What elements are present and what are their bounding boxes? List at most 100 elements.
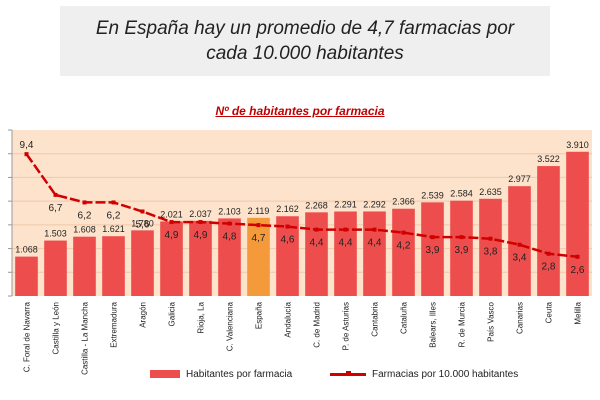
line-point (488, 236, 493, 241)
line-value-label: 4,9 (194, 230, 208, 241)
headline: En España hay un promedio de 4,7 farmaci… (95, 18, 515, 64)
bar-value-label: 1.621 (102, 224, 125, 234)
bar (44, 240, 67, 296)
line-point (53, 192, 58, 197)
line-point (430, 235, 435, 240)
category-label: Cantabria (371, 301, 380, 336)
line-point (111, 200, 116, 205)
bar-value-label: 2.162 (276, 204, 299, 214)
category-label: España (255, 301, 264, 329)
bar (392, 208, 415, 296)
bar (160, 221, 183, 296)
legend-item-line: Farmacias por 10.000 habitantes (330, 364, 518, 384)
bar (305, 212, 328, 296)
line-value-label: 4,4 (368, 238, 382, 249)
category-label: País Vasco (487, 301, 496, 341)
bar (102, 236, 125, 296)
line-value-label: 4,6 (281, 235, 295, 246)
bar (73, 236, 96, 296)
line-value-label: 3,9 (426, 245, 440, 256)
bar (450, 200, 473, 296)
line-value-label: 9,4 (20, 140, 34, 151)
category-label: P. de Asturias (342, 302, 351, 350)
line-value-label: 4,9 (165, 230, 179, 241)
bar-value-label: 1.780 (131, 218, 154, 228)
category-label: C. Valenciana (226, 301, 235, 351)
line-point (198, 220, 203, 225)
line-point (343, 227, 348, 232)
legend-line-swatch (330, 370, 366, 378)
bar (508, 186, 531, 296)
bar (537, 166, 560, 296)
bar (566, 151, 589, 296)
bar-value-label: 2.292 (363, 199, 386, 209)
bar (334, 211, 357, 296)
legend-bar-swatch (150, 370, 180, 378)
bar-value-label: 2.539 (421, 190, 444, 200)
category-label: Cataluña (400, 301, 409, 334)
legend-label-line: Farmacias por 10.000 habitantes (372, 368, 519, 380)
bar-value-label: 2.268 (305, 200, 328, 210)
bar (131, 230, 154, 296)
bar-value-label: 2.366 (392, 197, 415, 207)
line-value-label: 3,4 (513, 253, 527, 264)
category-label: Castilla - La Mancha (81, 301, 90, 374)
line-value-label: 4,4 (310, 238, 324, 249)
line-point (401, 230, 406, 235)
bar (479, 198, 502, 296)
line-value-label: 6,2 (78, 210, 92, 221)
line-value-label: 3,9 (455, 245, 469, 256)
bar-value-label: 2.021 (160, 209, 183, 219)
bar-value-label: 1.503 (44, 229, 67, 239)
line-value-label: 3,8 (484, 247, 498, 258)
bar (247, 217, 270, 296)
bar-value-label: 1.608 (73, 225, 96, 235)
line-point (169, 220, 174, 225)
category-label: C. Foral de Navarra (23, 301, 32, 372)
chart-title: Nº de habitantes por farmacia (215, 104, 385, 118)
bar-value-label: 2.291 (334, 199, 357, 209)
bar-value-label: 1.068 (15, 245, 38, 255)
category-label: R. de Murcia (458, 301, 467, 347)
line-value-label: 6,2 (107, 210, 121, 221)
plot-area (12, 130, 592, 296)
line-point (82, 200, 87, 205)
line-point (517, 242, 522, 247)
headline-box: En España hay un promedio de 4,7 farmaci… (60, 6, 550, 76)
line-series (25, 153, 578, 259)
line-point (314, 227, 319, 232)
category-label: Rioja, La (197, 301, 206, 333)
category-label: Extremadura (110, 301, 119, 347)
line-point (575, 254, 580, 259)
line-point (24, 152, 29, 157)
line-point (459, 235, 464, 240)
category-label: C. de Madrid (313, 302, 322, 348)
bar-value-label: 2.584 (450, 189, 473, 199)
category-label: Balears, Illes (429, 302, 438, 348)
line-value-label: 2,6 (571, 265, 585, 276)
category-label: Melilla (574, 301, 583, 324)
bar (363, 211, 386, 296)
line-value-label: 6,7 (49, 203, 63, 214)
bar-value-label: 2.977 (508, 174, 531, 184)
line-value-label: 5,6 (136, 219, 150, 230)
line-value-label: 4,2 (397, 241, 411, 252)
bar (276, 216, 299, 296)
line-point (285, 224, 290, 229)
category-label: Aragón (139, 302, 148, 328)
bar-value-label: 2.635 (479, 187, 502, 197)
category-label: Galicia (168, 301, 177, 326)
bar (189, 220, 212, 296)
legend: Habitantes por farmacia Farmacias por 10… (0, 364, 600, 384)
line-point (372, 227, 377, 232)
bar-value-label: 2.103 (218, 206, 241, 216)
bar-value-label: 3.910 (566, 140, 589, 150)
line-point (256, 223, 261, 228)
bar (15, 256, 38, 296)
line-value-label: 2,8 (542, 262, 556, 273)
category-label: Andalucía (284, 301, 293, 337)
category-label: Canarias (516, 302, 525, 334)
line-point (546, 251, 551, 256)
bar (218, 218, 241, 296)
